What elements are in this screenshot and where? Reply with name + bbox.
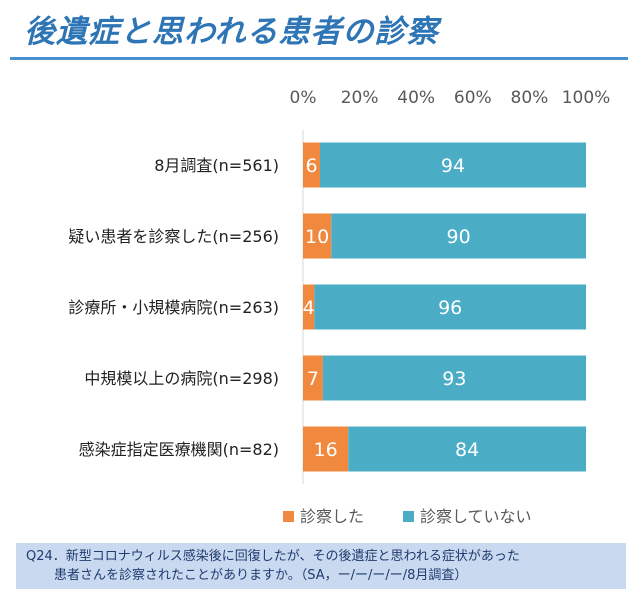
bar-segment-examined (303, 426, 349, 472)
bar-segment-examined (303, 142, 320, 188)
legend-swatch (283, 511, 294, 522)
category-label: 感染症指定医療機関(n=82) (79, 440, 279, 459)
category-label: 疑い患者を診察した(n=256) (68, 227, 279, 246)
bar-segment-not-examined (319, 142, 586, 188)
bar-segment-not-examined (348, 426, 586, 472)
bar-segment-examined (303, 213, 332, 259)
question-text-line-1: Q24．新型コロナウィルス感染後に回復したが、その後遺症と思われる症状があった (26, 549, 520, 564)
data-label: 84 (455, 439, 479, 461)
bar-segment-not-examined (314, 284, 586, 330)
data-label: 96 (438, 297, 462, 319)
bar-segment-not-examined (322, 355, 586, 401)
question-text-line-2: 患者さんを診察されたことがありますか。（SA，ー/ー/ー/ー/8月調査） (54, 568, 468, 583)
bar-segment-examined (303, 355, 323, 401)
category-label: 診療所・小規模病院(n=263) (68, 298, 279, 317)
bar-segment-examined (303, 284, 315, 330)
data-label: 10 (305, 226, 329, 248)
data-label: 94 (441, 155, 465, 177)
category-label: 中規模以上の病院(n=298) (84, 369, 279, 388)
data-label: 90 (447, 226, 471, 248)
legend-swatch (403, 511, 414, 522)
data-label: 4 (303, 297, 315, 319)
x-tick-label: 100% (562, 88, 611, 108)
bar-segment-not-examined (331, 213, 586, 259)
data-label: 6 (305, 155, 317, 177)
legend-label: 診察した (300, 507, 364, 526)
page-title: 後遺症と思われる患者の診察 (24, 14, 439, 50)
data-label: 16 (314, 439, 338, 461)
x-tick-label: 60% (454, 88, 492, 108)
legend-label: 診察していない (420, 507, 532, 526)
x-tick-label: 80% (511, 88, 549, 108)
data-label: 7 (307, 368, 319, 390)
question-note: Q24．新型コロナウィルス感染後に回復したが、その後遺症と思われる症状があった … (16, 543, 626, 589)
x-tick-label: 0% (290, 88, 317, 108)
data-label: 93 (442, 368, 466, 390)
x-tick-label: 20% (341, 88, 379, 108)
category-label: 8月調査(n=561) (154, 156, 279, 175)
x-tick-label: 40% (397, 88, 435, 108)
stacked-bar-chart: 0% 20% 40% 60% 80% 100% 8月調査(n=561) 6 94 疑い患者を診察し… (68, 88, 611, 526)
title-underline (10, 57, 628, 60)
